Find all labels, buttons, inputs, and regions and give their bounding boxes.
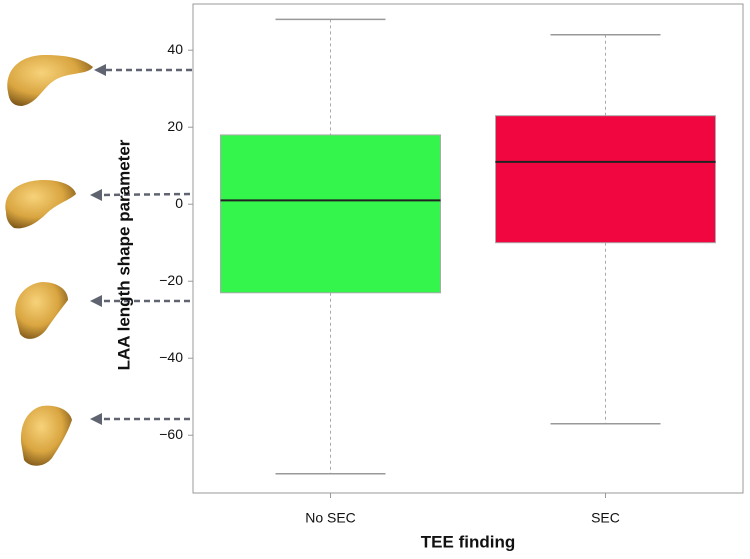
y-tick-label: −20 bbox=[159, 272, 183, 288]
box bbox=[495, 115, 716, 244]
shape-illustrations bbox=[5, 55, 192, 466]
x-tick-label: SEC bbox=[591, 510, 620, 526]
y-tick-label: −60 bbox=[159, 426, 183, 442]
x-tick-label: No SEC bbox=[305, 510, 356, 526]
y-tick-label: 20 bbox=[167, 118, 183, 134]
plot-frame bbox=[192, 3, 744, 494]
y-axis-label: LAA length shape parameter bbox=[114, 139, 133, 370]
x-axis-label: TEE finding bbox=[421, 532, 515, 551]
box bbox=[220, 134, 441, 294]
y-tick-label: −40 bbox=[159, 349, 183, 365]
y-tick-label: 0 bbox=[175, 195, 183, 211]
y-tick-label: 40 bbox=[167, 41, 183, 57]
